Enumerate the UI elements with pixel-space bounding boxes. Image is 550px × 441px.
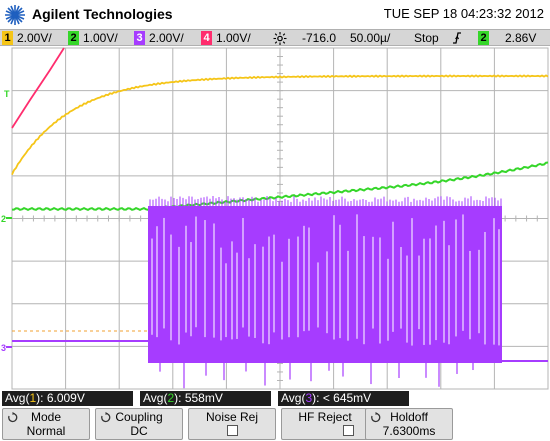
noise-rej-checkbox[interactable] bbox=[226, 425, 238, 436]
mode-label: Mode bbox=[30, 410, 62, 424]
mode-softkey[interactable]: Mode Normal bbox=[2, 408, 90, 440]
measurement-avg-ch2[interactable]: Avg(2): 558mV bbox=[140, 391, 271, 406]
knob-icon bbox=[8, 412, 18, 423]
measurement-label: Avg( bbox=[143, 391, 168, 405]
holdoff-value: 7.6300ms bbox=[382, 424, 436, 438]
measurement-bar: Avg(1): 6.009V Avg(2): 558mV Avg(3): < 6… bbox=[0, 390, 550, 406]
measurement-label: Avg( bbox=[281, 391, 306, 405]
channel-4-badge: 4 bbox=[201, 31, 212, 45]
traces bbox=[11, 47, 549, 389]
noise-rej-label: Noise Rej bbox=[205, 410, 259, 424]
markers: T 2 3 bbox=[1, 89, 10, 353]
coupling-softkey[interactable]: Coupling DC bbox=[95, 408, 183, 440]
channel-3-scale[interactable]: 3 2.00V/ bbox=[134, 31, 184, 45]
channel-3-trace bbox=[12, 196, 548, 389]
measurement-avg-ch3[interactable]: Avg(3): < 645mV bbox=[278, 391, 409, 406]
channel-4-scale[interactable]: 4 1.00V/ bbox=[201, 31, 251, 45]
coupling-label: Coupling bbox=[115, 410, 163, 424]
channel-2-scale[interactable]: 2 1.00V/ bbox=[68, 31, 118, 45]
agilent-logo-icon bbox=[5, 5, 25, 25]
channel-3-burst bbox=[148, 206, 502, 363]
trigger-sun-icon bbox=[273, 32, 287, 45]
trigger-level-marker: T bbox=[4, 89, 10, 99]
measurement-channel: 3 bbox=[305, 391, 313, 405]
channel-3-badge: 3 bbox=[134, 31, 145, 45]
waveform-plot: T 2 3 bbox=[1, 47, 549, 390]
channel-4-trace bbox=[11, 47, 65, 129]
hf-reject-checkbox[interactable] bbox=[343, 425, 354, 436]
measurement-avg-ch1[interactable]: Avg(1): 6.009V bbox=[2, 391, 133, 406]
holdoff-softkey[interactable]: Holdoff 7.6300ms bbox=[365, 408, 453, 440]
knob-icon bbox=[371, 412, 381, 423]
measurement-channel: 2 bbox=[167, 391, 175, 405]
measurement-value: ): < 645mV bbox=[312, 391, 372, 405]
status-bar: 1 2.00V/ 2 1.00V/ 3 2.00V/ 4 1.00V/ -716… bbox=[0, 29, 550, 46]
trigger-source-badge[interactable]: 2 bbox=[478, 31, 489, 45]
waveform-display[interactable]: T 2 3 bbox=[0, 46, 550, 390]
channel-1-badge: 1 bbox=[2, 31, 13, 45]
channel-2-badge: 2 bbox=[68, 31, 79, 45]
mode-value: Normal bbox=[26, 424, 66, 438]
channel-2-trace bbox=[12, 161, 549, 212]
channel-3-ground-marker: 3 bbox=[1, 343, 6, 353]
channel-3-scale-value: 2.00V/ bbox=[149, 31, 184, 45]
run-state: Stop bbox=[414, 31, 439, 45]
measurement-value: ): 558mV bbox=[174, 391, 223, 405]
channel-2-scale-value: 1.00V/ bbox=[83, 31, 118, 45]
holdoff-label: Holdoff bbox=[390, 410, 428, 424]
channel-1-trace bbox=[11, 74, 549, 175]
date-time: TUE SEP 18 04:23:32 2012 bbox=[383, 6, 544, 21]
trigger-level[interactable]: 2.86V bbox=[505, 31, 537, 45]
knob-icon bbox=[101, 412, 111, 423]
measurement-channel: 1 bbox=[29, 391, 37, 405]
horizontal-delay[interactable]: -716.0 bbox=[302, 31, 337, 45]
channel-2-ground-marker: 2 bbox=[1, 214, 6, 224]
rising-edge-icon bbox=[453, 32, 461, 44]
hf-reject-softkey[interactable]: HF Reject bbox=[281, 408, 369, 440]
title-bar: Agilent Technologies TUE SEP 18 04:23:32… bbox=[0, 0, 550, 29]
hf-reject-label: HF Reject bbox=[298, 410, 352, 424]
brand-name: Agilent Technologies bbox=[32, 6, 173, 22]
measurement-label: Avg( bbox=[5, 391, 30, 405]
noise-rej-softkey[interactable]: Noise Rej bbox=[188, 408, 276, 440]
channel-1-scale[interactable]: 1 2.00V/ bbox=[2, 31, 52, 45]
timebase[interactable]: 50.00µ/ bbox=[350, 31, 391, 45]
softkey-bar: Mode Normal Coupling DC Noise Rej HF Rej… bbox=[0, 406, 550, 441]
coupling-value: DC bbox=[130, 424, 148, 438]
measurement-value: ): 6.009V bbox=[36, 391, 85, 405]
channel-1-scale-value: 2.00V/ bbox=[17, 31, 52, 45]
channel-4-scale-value: 1.00V/ bbox=[216, 31, 251, 45]
